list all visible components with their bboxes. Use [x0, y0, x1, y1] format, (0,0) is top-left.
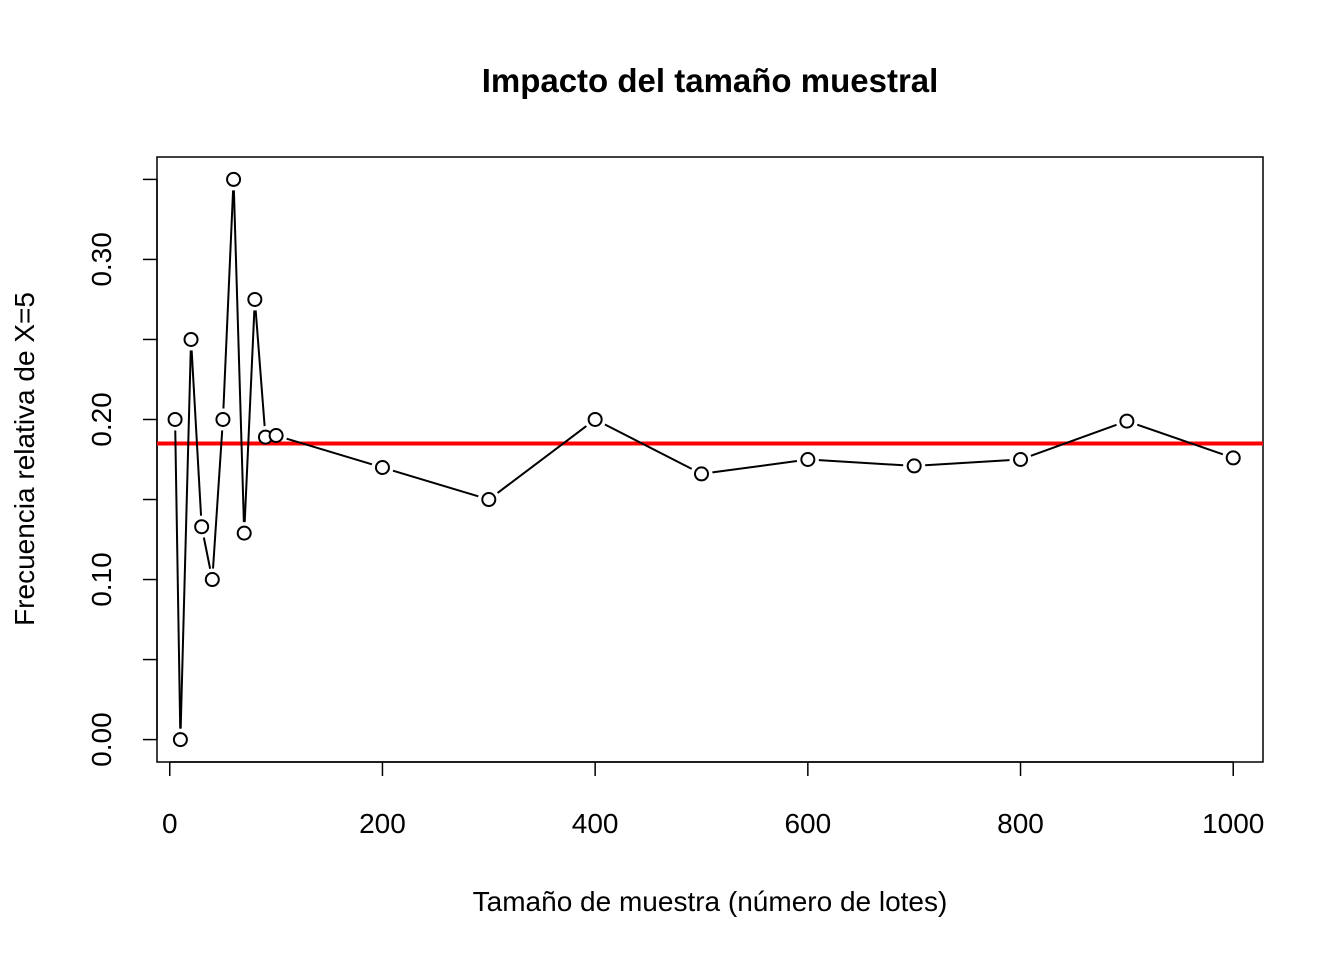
data-point [236, 525, 252, 541]
series-line-segment [392, 469, 479, 498]
series-line-segment [222, 190, 235, 409]
data-point [800, 452, 816, 467]
x-tick-label: 400 [572, 808, 619, 839]
data-point [1225, 450, 1241, 466]
data-point [268, 427, 284, 443]
series-line-segment [604, 423, 693, 470]
data-point [481, 492, 497, 508]
x-tick-label: 1000 [1202, 808, 1264, 839]
y-axis: 0.00 0.10 0.20 0.30 [86, 178, 158, 767]
x-tick-label: 0 [162, 808, 178, 839]
y-tick-label: 0.20 [86, 392, 117, 447]
x-tick-label: 800 [997, 808, 1044, 839]
series-line-segment [212, 430, 224, 569]
series-line-segment [174, 430, 182, 729]
series-line-segment [202, 537, 212, 569]
chart-title: Impacto del tamaño muestral [482, 62, 939, 99]
y-tick-label: 0.00 [86, 712, 117, 767]
series-line-segment [818, 459, 904, 467]
data-point [906, 458, 922, 474]
data-point [194, 519, 210, 535]
y-axis-label: Frecuencia relativa de X=5 [9, 292, 40, 626]
data-point [183, 331, 199, 347]
plot-area-border [156, 156, 1264, 763]
series-line-segment [712, 459, 798, 474]
series-line-segment [286, 437, 373, 466]
data-point [1013, 452, 1029, 467]
data-point [226, 171, 242, 187]
x-tick-label: 600 [784, 808, 831, 839]
data-point [374, 460, 390, 476]
x-axis: 0 200 400 600 800 1000 [162, 761, 1264, 839]
data-point [204, 572, 220, 588]
data-point [693, 466, 709, 482]
series-line-segment [232, 190, 245, 523]
y-tick-label: 0.10 [86, 552, 117, 607]
series-line-segment [179, 350, 192, 729]
data-point [1119, 413, 1135, 429]
y-tick-label: 0.30 [86, 232, 117, 287]
data-point [247, 291, 263, 307]
data-point [167, 411, 183, 427]
series-line-segment [190, 350, 203, 516]
x-tick-label: 200 [359, 808, 406, 839]
data-point [215, 411, 231, 427]
data-point [587, 411, 603, 427]
series-line-segment [243, 310, 256, 523]
series-layer [167, 171, 1241, 748]
x-axis-label: Tamaño de muestra (número de lotes) [473, 886, 948, 917]
series-line-segment [925, 459, 1010, 467]
series-line-segment [496, 425, 587, 494]
series-line-segment [254, 310, 266, 427]
series-line-segment [1030, 423, 1117, 457]
series-line-segment [1136, 423, 1224, 456]
data-point [172, 732, 188, 748]
